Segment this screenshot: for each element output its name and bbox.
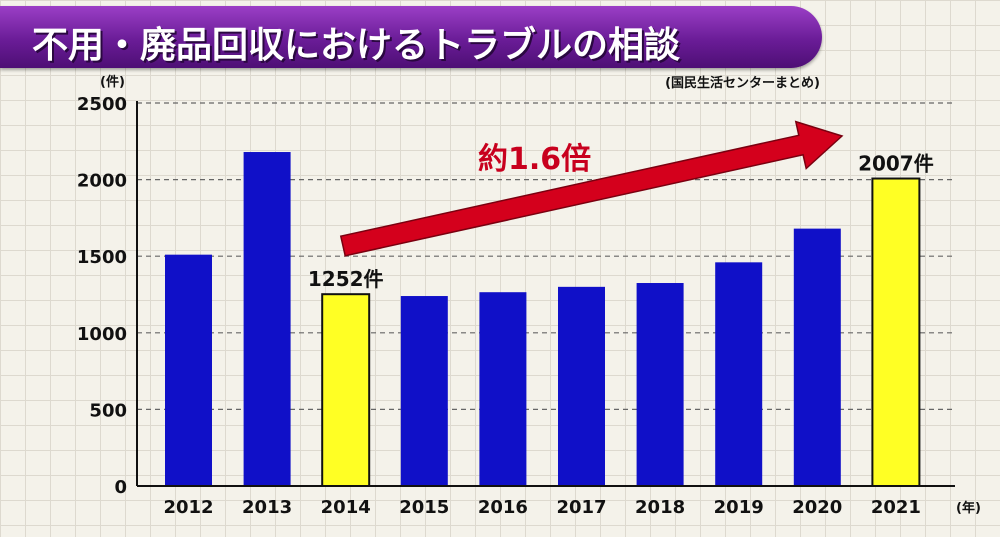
y-tick-label: 0: [114, 477, 127, 498]
y-tick-label: 2500: [77, 94, 127, 115]
x-tick-label: 2018: [635, 497, 685, 518]
title-banner: 不用・廃品回収におけるトラブルの相談: [0, 6, 822, 68]
x-tick-label: 2013: [242, 497, 292, 518]
bar-2012: [165, 254, 212, 486]
y-tick-label: 1500: [77, 247, 127, 268]
data-label-2014: 1252件: [308, 267, 384, 291]
bars: [165, 152, 921, 488]
x-tick-label: 2017: [556, 497, 606, 518]
arrow-shape: [339, 120, 844, 257]
arrow-annotation: 約1.6倍: [478, 142, 591, 177]
data-label-2021: 2007件: [858, 152, 934, 176]
bar-2016: [479, 292, 527, 486]
y-unit-label: (件): [100, 74, 125, 90]
bar-2020: [793, 228, 841, 486]
x-tick-label: 2015: [399, 497, 449, 518]
x-tick-label: 2014: [321, 497, 371, 518]
axes: 0 500 1000 1500 2000 2500 (件) (年) 2012 2013 2014 20…: [77, 74, 981, 518]
bar-2019: [715, 262, 763, 486]
bar-2015: [400, 296, 448, 486]
chart-title: 不用・廃品回収におけるトラブルの相談: [32, 25, 681, 66]
bar-2018: [636, 283, 684, 486]
bar-2013: [243, 152, 291, 487]
bar-2014: [321, 293, 371, 487]
bar-2021: [871, 177, 921, 488]
labels: 1252件 2007件: [308, 152, 934, 292]
growth-arrow: 約1.6倍: [339, 120, 844, 257]
y-tick-label: 500: [89, 400, 127, 421]
y-tick-label: 2000: [77, 171, 127, 192]
x-tick-label: 2019: [714, 497, 764, 518]
bar-2017: [558, 286, 605, 486]
x-tick-label: 2016: [478, 497, 528, 518]
x-tick-label: 2012: [163, 497, 213, 518]
x-tick-label: 2020: [792, 497, 842, 518]
source-note: (国民生活センターまとめ): [665, 76, 820, 91]
x-unit-label: (年): [956, 500, 981, 516]
x-tick-label: 2021: [871, 497, 921, 518]
y-tick-label: 1000: [77, 324, 127, 345]
